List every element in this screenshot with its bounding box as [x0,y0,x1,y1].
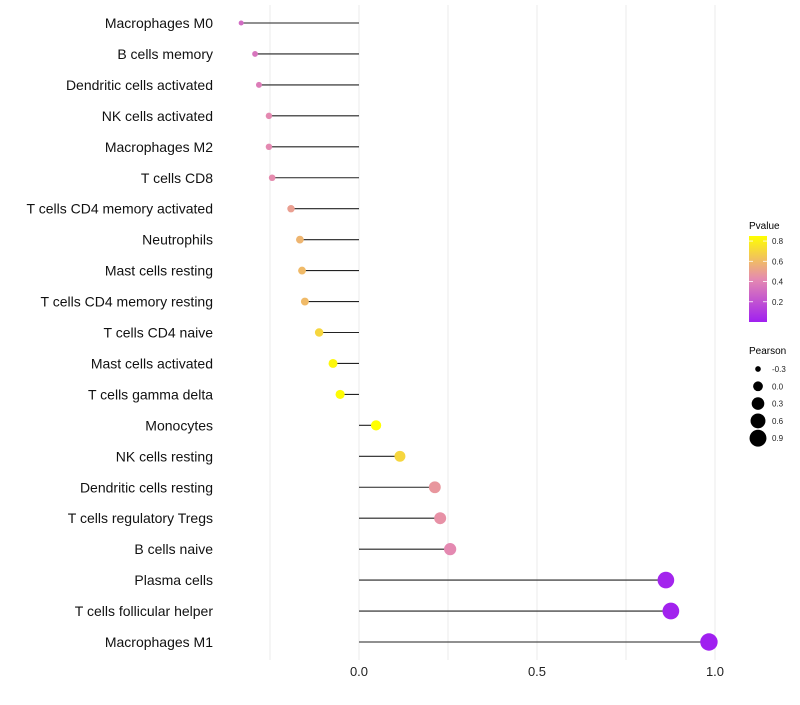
data-point [662,602,680,620]
data-point [434,512,447,525]
y-axis-labels: Macrophages M0 B cells memory Dendritic ce… [27,15,214,650]
data-point [444,543,457,556]
data-point [394,450,406,462]
size-legend-dot [753,381,763,392]
data-point [287,204,295,213]
y-tick-label: Monocytes [145,417,213,433]
data-point [238,20,244,26]
y-tick-label: T cells CD8 [141,170,213,186]
size-legend-label: 0.0 [772,382,784,391]
data-point [370,420,382,431]
legend: Pvalue 0.8 0.6 0.4 0.2 Pearson -0.3 0.0 0.3 0.… [749,221,786,447]
y-tick-label: T cells CD4 memory resting [41,294,213,310]
colorbar-tick-label: 0.8 [772,237,784,246]
y-tick-label: T cells CD4 memory activated [27,201,213,217]
grid-lines [269,5,716,660]
data-point [335,389,345,399]
data-point [328,358,338,368]
y-tick-label: Macrophages M1 [105,634,213,650]
y-tick-label: B cells naive [134,541,213,557]
size-legend-dot [751,397,765,410]
data-point [255,81,262,88]
data-point [300,297,309,306]
colorbar-tick-label: 0.2 [772,298,784,307]
y-tick-label: T cells regulatory Tregs [68,510,213,526]
y-tick-label: T cells gamma delta [88,386,213,402]
size-legend-dot [755,366,761,372]
x-tick-label: 0.0 [350,664,368,679]
size-legend-label: 0.9 [772,434,784,443]
data-point [296,235,304,244]
pvalue-legend-title: Pvalue [749,221,780,232]
size-legend-dot [749,429,767,447]
data-point [252,51,258,57]
size-legend-label: 0.6 [772,417,784,426]
size-legend-label: -0.3 [772,365,786,374]
y-tick-label: NK cells resting [116,448,213,464]
points [238,20,718,651]
x-tick-label: 0.5 [528,664,546,679]
data-point [700,633,718,651]
data-point [265,112,273,120]
size-legend-dot [750,413,766,429]
pvalue-colorbar [749,236,767,322]
y-tick-label: Neutrophils [142,232,213,248]
colorbar-tick-label: 0.6 [772,257,784,266]
data-point [298,266,306,275]
x-tick-label: 1.0 [706,664,724,679]
data-point [268,174,276,182]
y-tick-label: Dendritic cells activated [66,77,213,93]
y-tick-label: Macrophages M2 [105,139,213,155]
data-point [657,571,675,589]
y-tick-label: Mast cells resting [105,263,213,279]
data-point [265,143,273,151]
y-tick-label: T cells CD4 naive [104,325,214,341]
pearson-legend-title: Pearson [749,346,786,357]
y-tick-label: Plasma cells [134,572,213,588]
x-axis-labels: 0.0 0.5 1.0 [350,664,724,679]
y-tick-label: Dendritic cells resting [80,479,213,495]
y-tick-label: B cells memory [117,46,213,62]
size-legend-label: 0.3 [772,400,784,409]
y-tick-label: NK cells activated [102,108,213,124]
colorbar-tick-label: 0.4 [772,278,784,287]
y-tick-label: Mast cells activated [91,355,213,371]
stems [241,22,709,643]
y-tick-label: T cells follicular helper [75,603,214,619]
data-point [428,481,441,494]
data-point [314,328,324,337]
y-tick-label: Macrophages M0 [105,15,213,31]
